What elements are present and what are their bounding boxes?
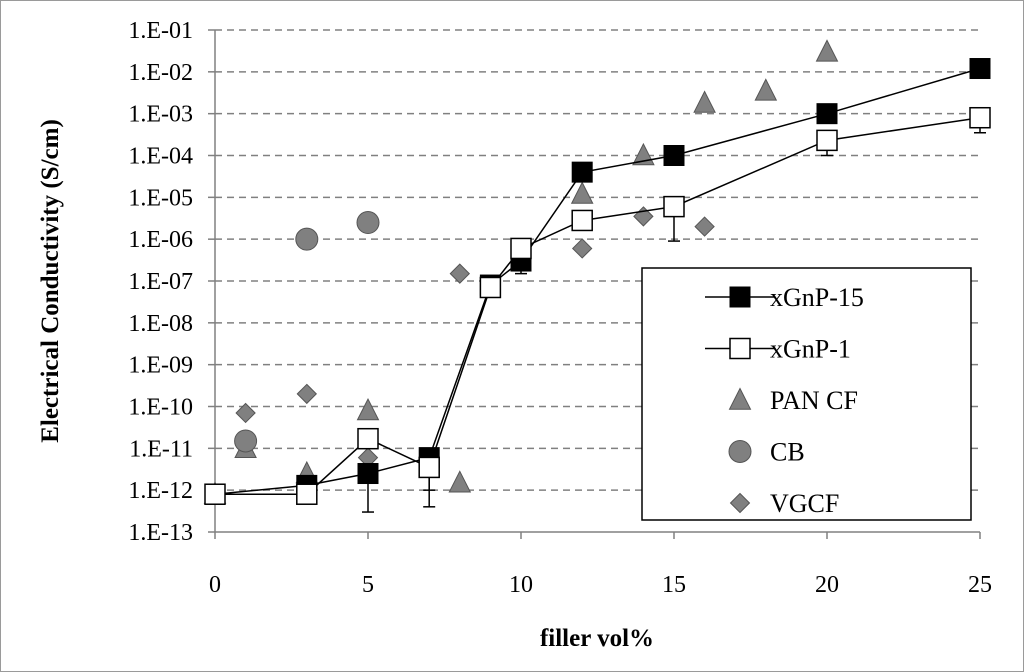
y-tick-label: 1.E-06 <box>128 227 193 253</box>
data-point-xgnp-15 <box>816 103 838 125</box>
legend-label-pan-cf: PAN CF <box>770 386 858 415</box>
data-point-vgcf <box>571 238 593 259</box>
data-point-pan-cf <box>356 397 380 421</box>
data-point-pan-cf <box>448 470 472 493</box>
data-point-xgnp-15 <box>663 145 685 166</box>
data-point-xgnp-1 <box>479 276 502 299</box>
legend-label-cb: CB <box>770 438 805 467</box>
legend-item-cb: CB <box>728 438 805 467</box>
data-point-pan-cf <box>815 39 839 62</box>
x-tick-label: 5 <box>362 572 374 598</box>
legend-item-pan-cf: PAN CF <box>728 386 858 415</box>
y-tick-labels: 1.E-01 1.E-02 1.E-03 1.E-04 1.E-05 1.E-06 1.E-… <box>128 18 193 546</box>
x-tick-labels: 0 5 10 15 20 25 <box>209 572 992 598</box>
legend-marker-pan-cf <box>728 387 752 410</box>
y-tick-label: 1.E-03 <box>128 102 193 128</box>
data-point-xgnp-15 <box>969 58 991 80</box>
data-point-pan-cf <box>754 78 778 101</box>
series-xgnp-1 <box>204 106 991 505</box>
y-tick-label: 1.E-01 <box>128 18 193 44</box>
legend-marker-cb <box>728 440 752 463</box>
y-tick-label: 1.E-04 <box>128 144 193 170</box>
legend-item-xgnp-15: xGnP-15 <box>705 283 864 312</box>
data-point-xgnp-1 <box>571 209 593 232</box>
data-point-xgnp-1 <box>510 237 532 260</box>
data-point-pan-cf <box>570 181 594 204</box>
y-tick-label: 1.E-07 <box>128 269 193 295</box>
legend-box <box>641 267 972 521</box>
series-layer <box>203 39 991 513</box>
data-point-vgcf <box>694 216 715 237</box>
data-point-cb <box>295 227 319 251</box>
legend-marker-vgcf <box>729 492 751 514</box>
y-axis-title: Electrical Conductivity (S/cm) <box>37 119 64 443</box>
y-tick-label: 1.E-09 <box>128 353 193 379</box>
x-axis-title: filler vol% <box>540 625 654 652</box>
legend: xGnP-15 xGnP-1 PAN CF CB VGCF <box>641 267 972 521</box>
data-point-vgcf <box>235 402 256 424</box>
series-vgcf <box>204 206 715 505</box>
axis-layer <box>214 30 980 533</box>
data-point-xgnp-1 <box>969 106 991 129</box>
y-tick-label: 1.E-13 <box>128 520 193 546</box>
data-point-vgcf <box>296 383 318 405</box>
data-point-xgnp-15 <box>571 161 593 183</box>
x-tick-label: 25 <box>968 572 992 598</box>
legend-marker-xgnp-1 <box>729 337 751 360</box>
x-tick-label: 0 <box>209 572 221 598</box>
y-tick-label: 1.E-11 <box>129 436 193 462</box>
legend-item-vgcf: VGCF <box>729 489 839 518</box>
data-point-cb <box>234 429 258 453</box>
data-point-xgnp-1 <box>663 195 685 218</box>
legend-label-xgnp-1: xGnP-1 <box>770 335 851 364</box>
y-tick-label: 1.E-08 <box>128 311 193 337</box>
y-tick-label: 1.E-10 <box>128 395 193 421</box>
series-line-xgnp-1 <box>215 116 981 495</box>
data-point-xgnp-1 <box>816 129 838 152</box>
x-tick-label: 20 <box>815 572 839 598</box>
y-tick-label: 1.E-05 <box>128 185 193 211</box>
legend-label-vgcf: VGCF <box>770 489 839 518</box>
data-point-vgcf <box>449 263 471 284</box>
data-point-pan-cf <box>693 90 716 113</box>
series-cb <box>234 211 380 453</box>
data-point-xgnp-1 <box>418 456 440 479</box>
y-tick-label: 1.E-12 <box>128 478 193 504</box>
series-line-xgnp-15 <box>214 67 981 495</box>
legend-label-xgnp-15: xGnP-15 <box>770 283 864 312</box>
data-point-cb <box>356 211 380 235</box>
x-tick-label: 10 <box>509 572 533 598</box>
data-point-xgnp-1 <box>296 483 318 505</box>
data-point-xgnp-1 <box>357 427 379 450</box>
data-point-xgnp-1 <box>204 483 226 505</box>
data-point-xgnp-15 <box>357 463 379 485</box>
x-tick-label: 15 <box>662 572 686 598</box>
y-tick-label: 1.E-02 <box>128 60 193 86</box>
legend-item-xgnp-1: xGnP-1 <box>705 335 851 364</box>
legend-marker-xgnp-15 <box>729 286 751 308</box>
